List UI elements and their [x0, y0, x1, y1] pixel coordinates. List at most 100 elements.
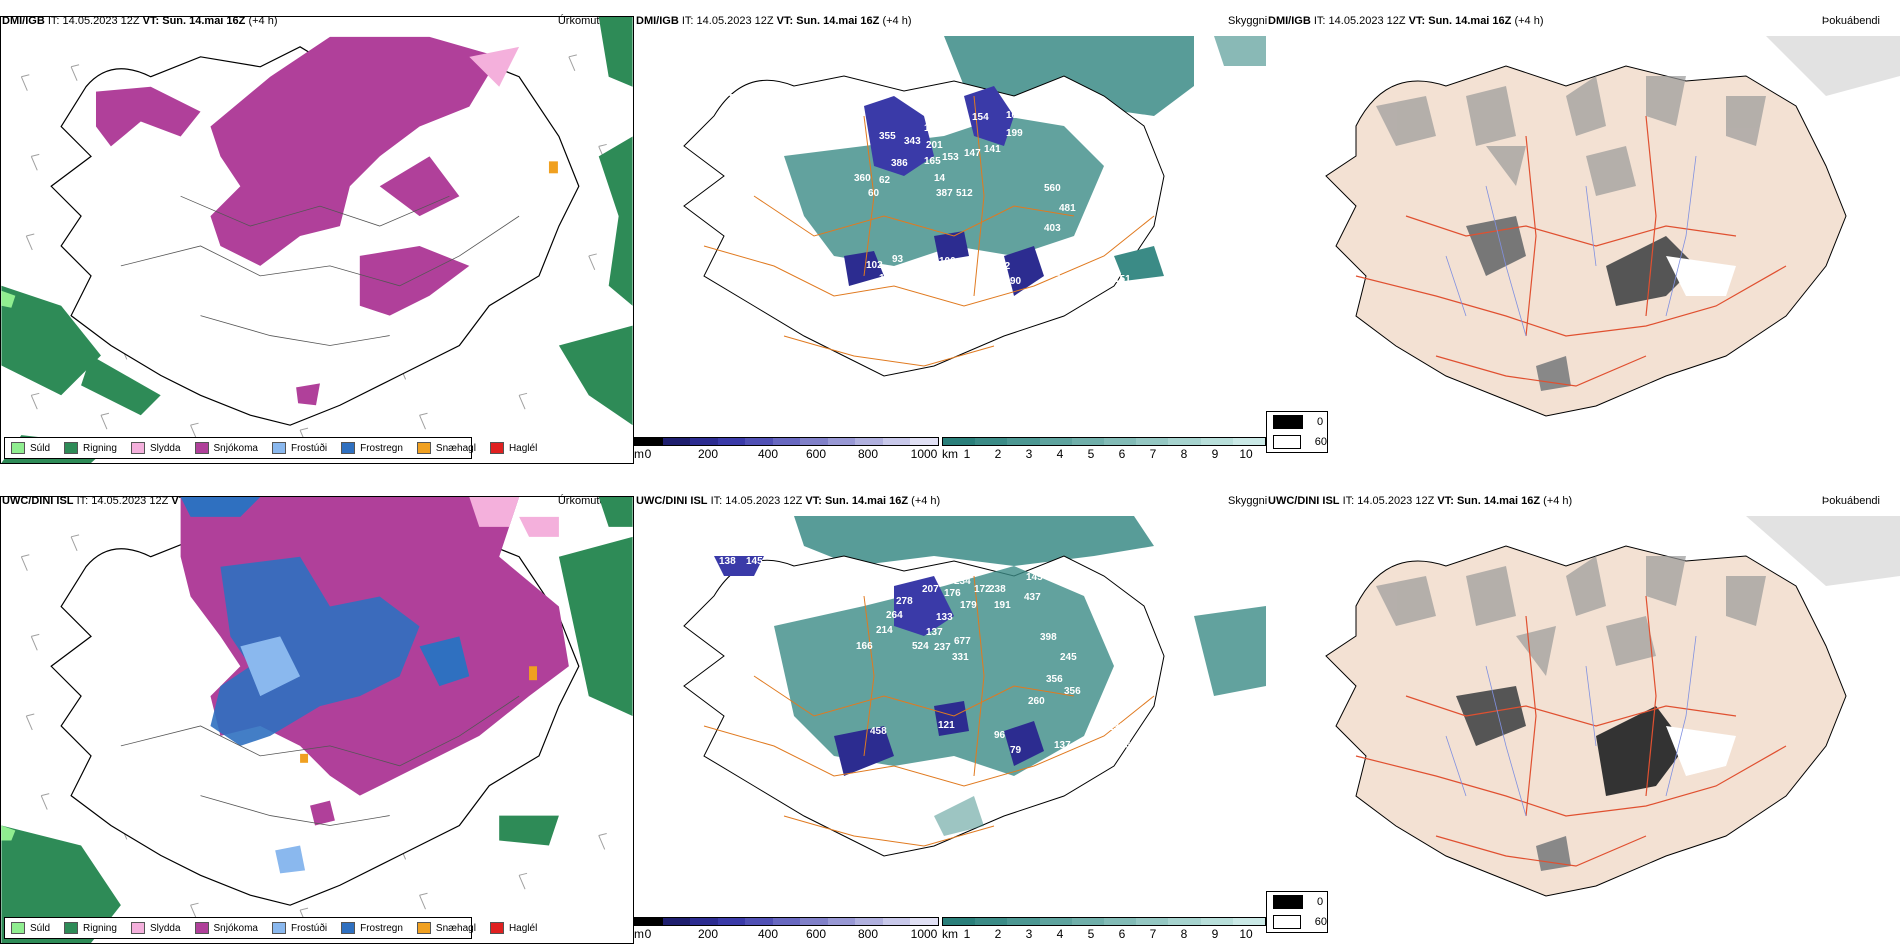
colorbar-tick: 800	[857, 927, 879, 941]
panel-cloud-row1: DMI/IGB IT: 14.05.2023 12Z VT: Sun. 14.m…	[634, 12, 1266, 464]
fog-legend-row: 0	[1267, 892, 1327, 912]
colorbar-tick: 1000	[910, 447, 938, 461]
cloud-label: 387	[936, 188, 953, 199]
cloud-label: 179	[784, 133, 801, 144]
cloud-label: 137	[926, 627, 943, 638]
colorbar-tick: 8	[1180, 927, 1188, 941]
cloud-label: 145	[746, 556, 763, 567]
colorbar-tick: 7	[1149, 927, 1157, 941]
panel-title: UWC/DINI ISL IT: 14.05.2023 12Z VT: Sun.…	[1268, 495, 1573, 507]
legend-item: Frostregn	[341, 442, 403, 454]
cloud-label: 287	[1094, 138, 1111, 149]
colorbar-m-bar	[634, 437, 939, 446]
legend-item: Frostregn	[341, 922, 403, 934]
cloud-label: 147	[964, 148, 981, 159]
cloud-label: 172	[974, 584, 991, 595]
legend-item: Frostúði	[271, 922, 327, 934]
colorbar-tick: 400	[757, 927, 779, 941]
cloud-label: 200	[764, 96, 781, 107]
cloud-label: 122	[910, 884, 927, 895]
legend-item: Snjókoma	[194, 922, 258, 934]
panel-precip-type-row2: UWC/DINI ISL IT: 14.05.2023 12Z VT: Sun.…	[0, 492, 634, 944]
colorbar-tick: 2	[994, 447, 1002, 461]
cloud-label: 403	[1044, 223, 1061, 234]
cloud-label: 93	[892, 254, 904, 265]
precip-legend: Súld Rigning Slydda Snjókoma Frostúði Fr…	[4, 917, 537, 939]
colorbar-unit: km	[942, 447, 958, 461]
cloud-label: 234	[954, 576, 971, 587]
cloud-label: 191	[994, 600, 1011, 611]
cloud-label: 237	[934, 642, 951, 653]
colorbar-tick: 6	[1118, 927, 1126, 941]
colorbar-tick: 5	[1087, 927, 1095, 941]
colorbar-tick: 400	[757, 447, 779, 461]
cloud-label: 343	[904, 136, 921, 147]
cloud-label: 356	[1046, 674, 1063, 685]
cloud-label: 209	[729, 93, 746, 104]
cloud-label: 278	[896, 596, 913, 607]
colorbar-tick: 9	[1211, 447, 1219, 461]
colorbar-km: km 1 2 3 4 5 6 7 8 9 10	[942, 437, 1266, 467]
colorbar-tick: 200	[697, 447, 719, 461]
cloud-label: 73	[928, 880, 940, 891]
panel-name: Þokuábendi	[1821, 495, 1880, 507]
colorbar-tick: 8	[1180, 447, 1188, 461]
precip-type-map	[0, 496, 634, 944]
legend-item: Snæhagl	[416, 442, 476, 454]
colorbar-km-bar	[942, 437, 1266, 446]
fog-legend: 0 60	[1266, 411, 1328, 453]
fog-legend-row: 60	[1267, 912, 1327, 932]
panel-fog-row2: UWC/DINI ISL IT: 14.05.2023 12Z VT: Sun.…	[1266, 492, 1900, 944]
precip-type-map	[0, 16, 634, 464]
colorbar-m: m 0 200 400 600 800 1000	[634, 437, 939, 467]
colorbar-unit: km	[942, 927, 958, 941]
colorbar-unit: m	[634, 447, 644, 461]
legend-item: Slydda	[130, 922, 181, 934]
panel-title: UWC/DINI ISL IT: 14.05.2023 12Z VT: Sun.…	[636, 495, 941, 507]
legend-item: Súld	[11, 442, 50, 454]
cloud-label: 151	[1114, 274, 1131, 285]
panel-cloud-row2: UWC/DINI ISL IT: 14.05.2023 12Z VT: Sun.…	[634, 492, 1266, 944]
cloud-label: 165	[924, 156, 941, 167]
cloud-label: 302	[1168, 670, 1185, 681]
cloud-label: 153	[942, 152, 959, 163]
cloud-label: 238	[989, 584, 1006, 595]
cloud-label: 546	[729, 113, 746, 124]
legend-item: Haglél	[489, 922, 537, 934]
cloud-label: 79	[1010, 745, 1022, 756]
cloud-label: 499	[1064, 103, 1081, 114]
cloud-label: 386	[891, 158, 908, 169]
cloud-label: 96	[994, 730, 1006, 741]
legend-item: Rigning	[64, 442, 117, 454]
colorbar-unit: m	[634, 927, 644, 941]
cloud-label: 84	[906, 392, 918, 403]
fog-map	[1325, 36, 1900, 417]
colorbar-m: m 0 200 400 600 800 1000	[634, 917, 939, 947]
legend-item: Snæhagl	[416, 922, 476, 934]
cloud-label: 560	[1044, 183, 1061, 194]
colorbar-tick: 2	[994, 927, 1002, 941]
cloud-label: 264	[886, 610, 903, 621]
colorbar-tick: 200	[697, 927, 719, 941]
panel-title: DMI/IGB IT: 14.05.2023 12Z VT: Sun. 14.m…	[2, 15, 278, 27]
cloud-label: 163	[1006, 110, 1023, 121]
cloud-label: 103	[1056, 273, 1073, 284]
panel-name: Skyggni	[1228, 15, 1268, 27]
cloud-label: 141	[984, 144, 1001, 155]
cloud-label: 176	[944, 588, 961, 599]
cloud-label: 171	[719, 123, 736, 134]
cloud-label: 63	[930, 388, 942, 399]
cloud-label: 121	[938, 720, 955, 731]
cloud-label: 398	[1040, 632, 1057, 643]
colorbar-tick: 1	[963, 447, 971, 461]
colorbar-km: km 1 2 3 4 5 6 7 8 9 10	[942, 917, 1266, 947]
colorbar-tick: 0	[644, 447, 652, 461]
cloud-label: 60	[868, 188, 880, 199]
fog-legend-row: 60	[1267, 432, 1327, 452]
fog-legend-row: 0	[1267, 412, 1327, 432]
cloud-label: 322	[784, 588, 801, 599]
colorbar-tick: 3	[1025, 447, 1033, 461]
cloud-label: 201	[926, 140, 943, 151]
cloud-label: 677	[954, 636, 971, 647]
colorbar-tick: 9	[1211, 927, 1219, 941]
